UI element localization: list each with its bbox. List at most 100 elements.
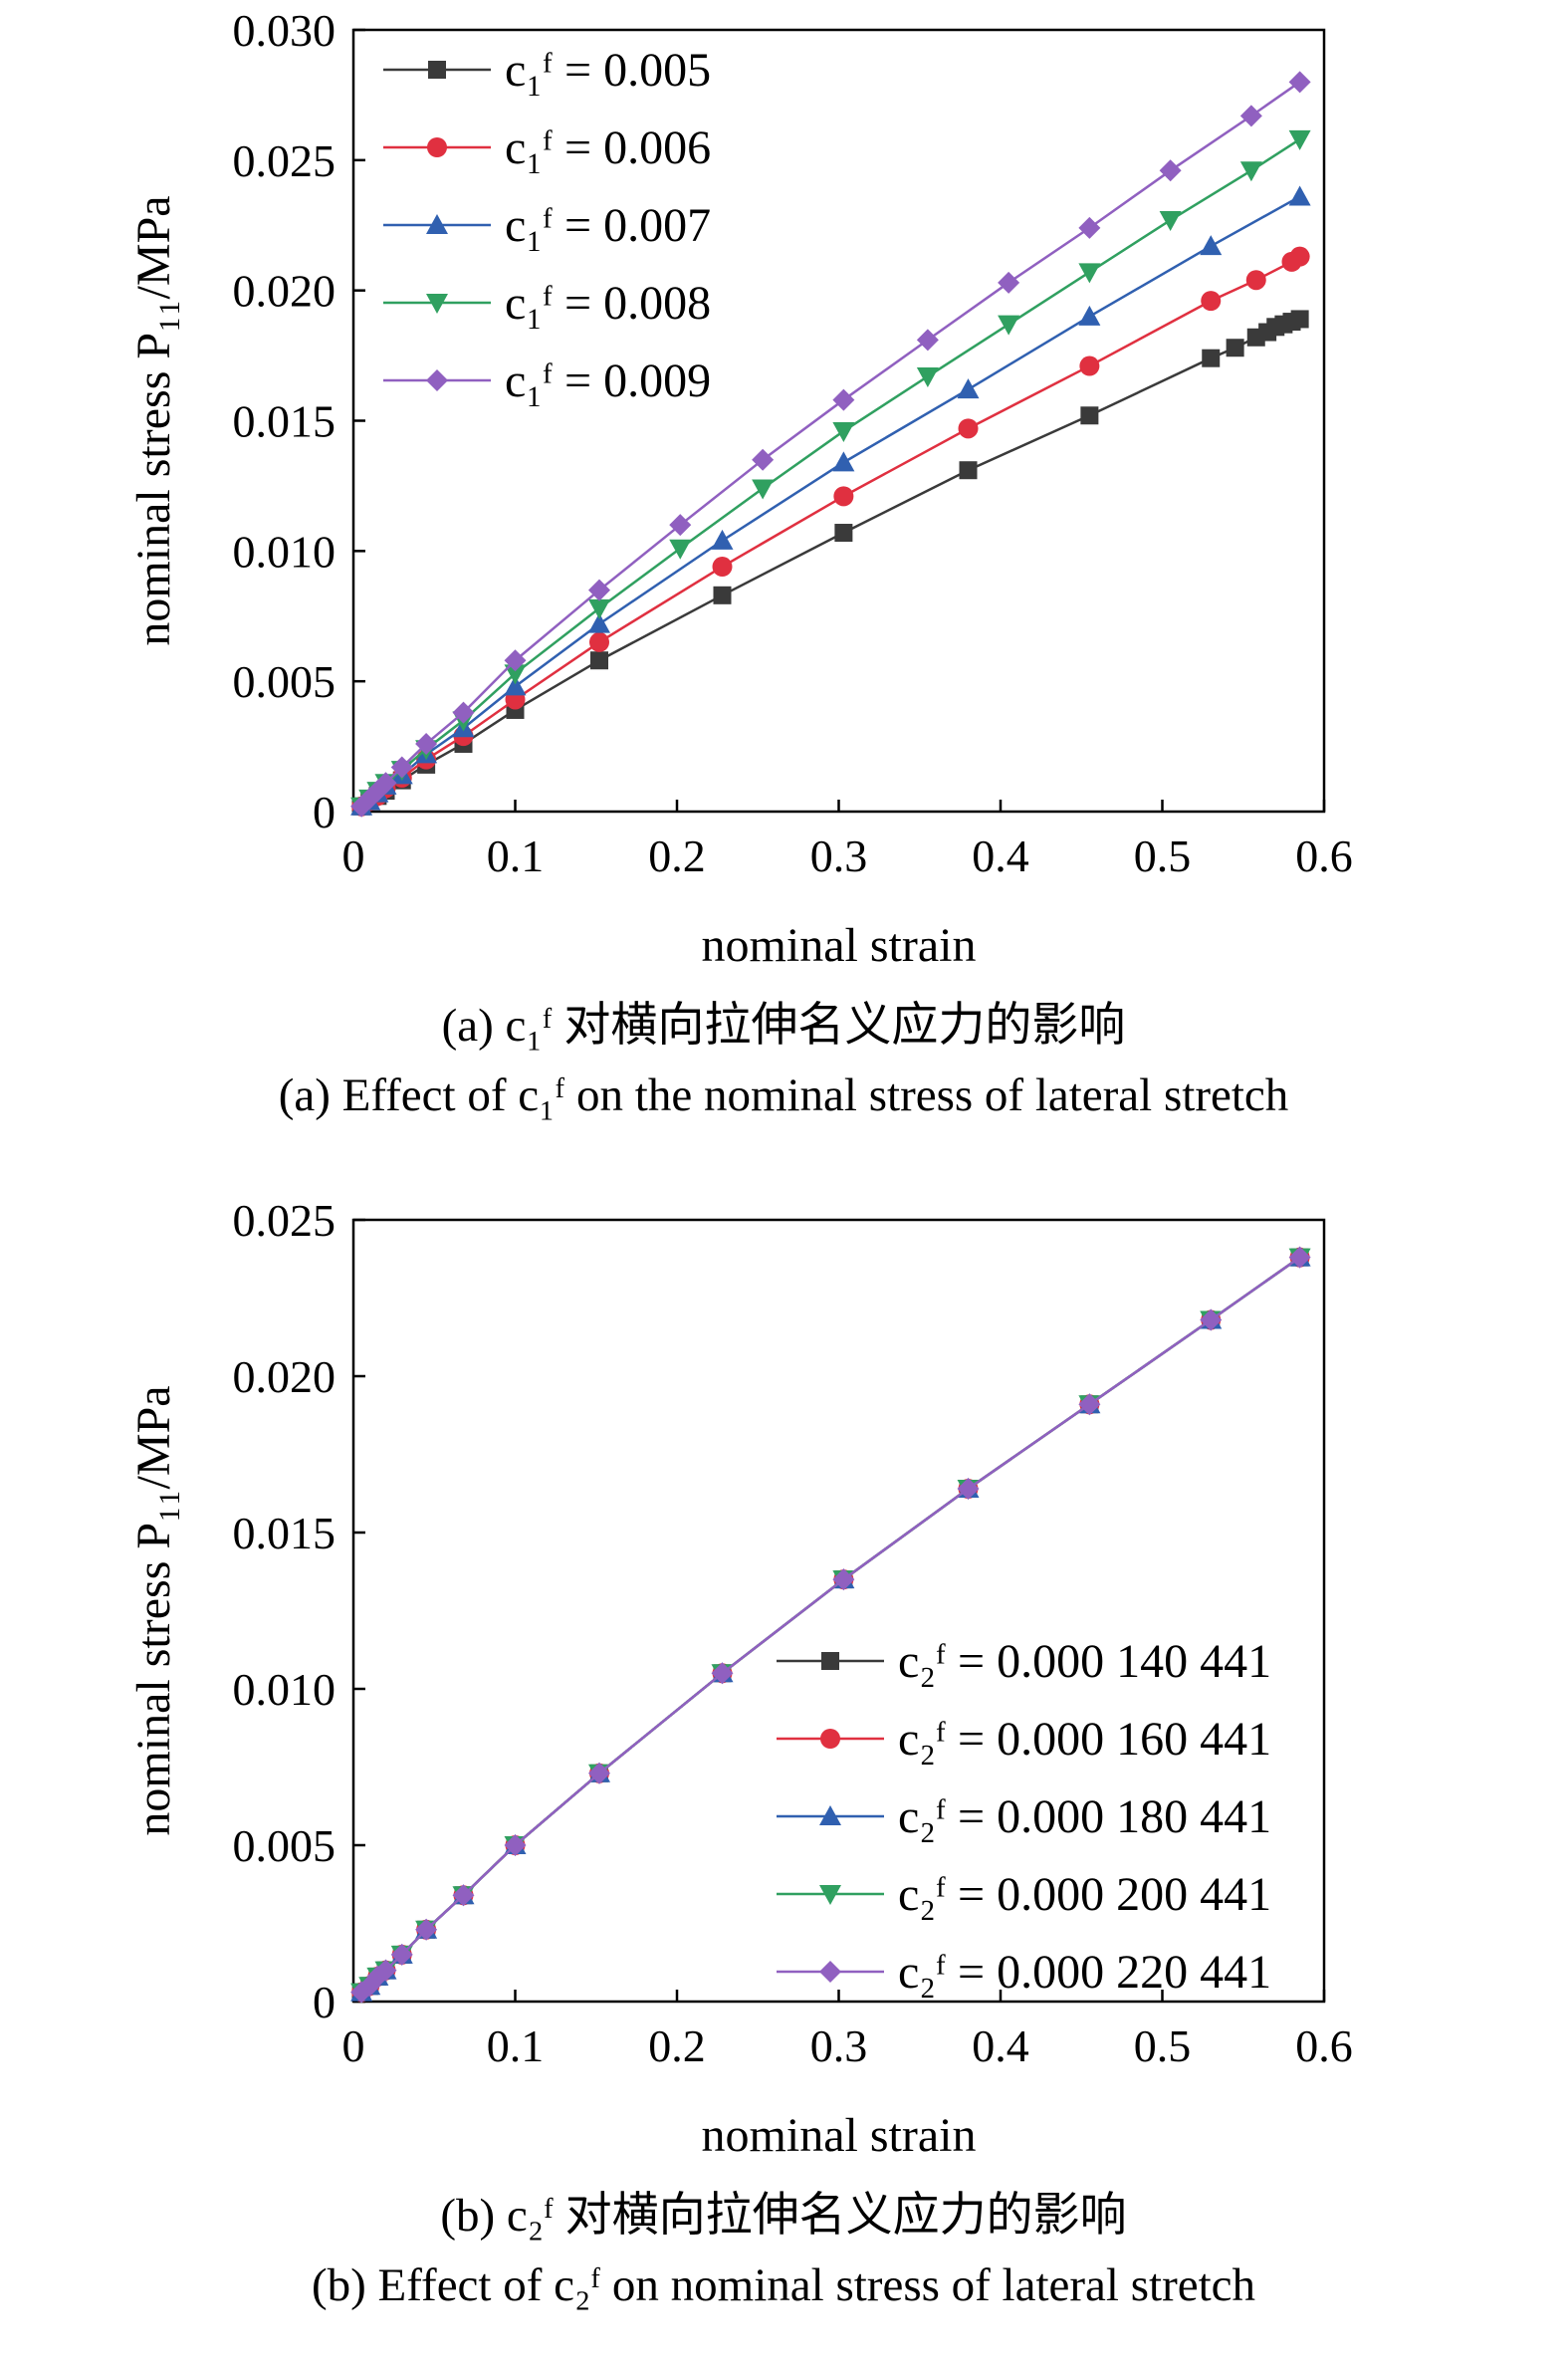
chart-b-series-5 [350, 1246, 1311, 2004]
chart-a-series-5-point [752, 448, 775, 471]
chart-b-legend-marker-3 [819, 1805, 841, 1825]
chart-a-series-4-point [588, 598, 610, 619]
chart-b-x-tick-label: 0.3 [810, 2020, 868, 2071]
chart-b-legend: c₂ᶠ = 0.000 140 441 c₂ᶠ = 0.000 160 441 c₂… [777, 1635, 1271, 1999]
chart-a-series-4-point [1159, 211, 1182, 232]
chart-a-series-4-point [504, 664, 527, 685]
chart-a-series-4-point [1078, 263, 1101, 284]
chart-b-y-axis-title: nominal stress P₁₁/MPa [127, 1385, 180, 1835]
chart-a-series-1-point [959, 461, 978, 480]
chart-a-series-5-point [998, 271, 1020, 294]
chart-a-series-5-point [1159, 159, 1182, 182]
chart-a-series-3-point [1288, 185, 1311, 206]
chart-a-series-5-point [588, 579, 610, 601]
chart-a-series-5-point [452, 701, 475, 724]
chart-a-series-4-point [669, 539, 692, 560]
chart-b-y-tick-label: 0.015 [233, 1508, 336, 1558]
chart-b-x-tick-label: 0.6 [1295, 2020, 1353, 2071]
chart-b-legend-marker-1 [821, 1652, 839, 1670]
chart-b-x-tick-label: 0.4 [972, 2020, 1029, 2071]
chart-b-series-5-point [1288, 1246, 1311, 1269]
chart-b-y-tick-label: 0.010 [233, 1664, 336, 1715]
chart-a-series-4-point [916, 367, 939, 388]
chart-a-series-4-point [752, 479, 775, 500]
chart-a-legend-label-1: c₁ᶠ = 0.005 [505, 44, 711, 97]
chart-b-y-tick-label: 0.020 [233, 1351, 336, 1402]
chart-a-legend-marker-3 [426, 214, 448, 234]
chart-a-series-5-point [916, 329, 939, 352]
chart-b-legend-marker-4 [819, 1885, 841, 1905]
chart-b-legend-marker-5 [819, 1961, 841, 1983]
chart-a-series-5-point [390, 756, 413, 779]
chart-a-legend-marker-1 [428, 61, 446, 79]
chart-a-legend-marker-5 [426, 369, 448, 391]
chart-b-caption-en: (b) Effect of c₂ᶠ on nominal stress of l… [312, 2259, 1255, 2311]
chart-a-series-3-point [711, 529, 734, 550]
chart-b-y-tick-label: 0.025 [233, 1195, 336, 1246]
chart-a-series-3 [350, 185, 1311, 816]
chart-a-series-2-point [833, 486, 854, 507]
chart-a-y-tick-label: 0.030 [233, 5, 336, 56]
chart-b-caption-cn: (b) c₂ᶠ 对横向拉伸名义应力的影响 [440, 2190, 1126, 2242]
chart-a-caption-en: (a) Effect of c₁ᶠ on the nominal stress … [279, 1069, 1289, 1121]
chart-a-y-tick-label: 0.025 [233, 135, 336, 186]
chart-a-series-5-point [1288, 71, 1311, 94]
chart-a-series-2-point [589, 631, 609, 652]
chart-b-series-5-point [415, 1918, 438, 1941]
chart-a-x-tick-label: 0.5 [1134, 830, 1192, 881]
chart-a-series-3-point [1078, 305, 1101, 326]
chart-a-series-4-point [1288, 129, 1311, 150]
chart-b-x-tick-label: 0.1 [487, 2020, 545, 2071]
chart-a-legend-label-5: c₁ᶠ = 0.009 [505, 355, 711, 407]
chart-a-x-axis-title: nominal strain [702, 919, 977, 972]
chart-a-series-2 [351, 246, 1310, 817]
chart-a-series-1 [352, 310, 1309, 816]
chart-b-series-5-point [957, 1478, 980, 1501]
chart-a-series-1-point [590, 651, 608, 670]
chart-a-x-tick-label: 0 [342, 830, 365, 881]
chart-b-series-5-point [832, 1568, 855, 1591]
chart-a-series-3-line [360, 195, 1301, 808]
chart-b-series-5-point [504, 1834, 527, 1856]
chart-b-x-tick-label: 0.2 [648, 2020, 706, 2071]
chart-a-x-tick-label: 0.1 [487, 830, 545, 881]
chart-a-series-4-line [360, 137, 1301, 808]
chart-a: 0 0.1 0.2 0.3 0.4 0.5 0.6 0 0.005 0.010 0.015 0.020… [127, 5, 1353, 1121]
chart-a-legend-marker-2 [427, 137, 447, 157]
chart-a-series-4-point [1239, 161, 1262, 182]
chart-a-series-1-point [1202, 349, 1221, 367]
chart-a-series-5-point [669, 514, 692, 537]
chart-a-series-4-point [998, 315, 1020, 336]
chart-a-legend-label-3: c₁ᶠ = 0.007 [505, 199, 711, 252]
chart-b-series-5-point [1200, 1308, 1223, 1331]
chart-a-x-tick-label: 0.3 [810, 830, 868, 881]
chart-a-series-5-point [832, 388, 855, 411]
chart-a-series-2-point [1201, 291, 1222, 312]
chart-a-x-tick-label: 0.4 [972, 830, 1029, 881]
chart-a-series-1-point [1290, 310, 1309, 329]
chart-b-x-tick-label: 0 [342, 2020, 365, 2071]
chart-a-y-tick-label: 0 [313, 787, 336, 837]
chart-a-y-tick-label: 0.015 [233, 396, 336, 447]
chart-b-legend-label-4: c₂ᶠ = 0.000 200 441 [898, 1868, 1271, 1921]
chart-a-series-1-point [834, 524, 853, 543]
chart-a-series-5-point [374, 772, 397, 795]
chart-a-series-5 [350, 71, 1311, 818]
chart-b-series-5-point [588, 1762, 610, 1784]
chart-b-legend-label-2: c₂ᶠ = 0.000 160 441 [898, 1713, 1271, 1766]
chart-a-series-5-point [1239, 105, 1262, 127]
chart-a-series-5-point [1078, 216, 1101, 239]
chart-a-legend-marker-4 [426, 294, 448, 314]
chart-a-series-3-point [588, 612, 610, 633]
chart-a-plot-frame [351, 28, 1326, 814]
chart-a-series-2-point [712, 557, 733, 578]
chart-a-caption-cn: (a) c₁ᶠ 对横向拉伸名义应力的影响 [442, 1000, 1126, 1052]
chart-b-series-5-point [711, 1662, 734, 1685]
chart-a-series-2-point [1289, 246, 1310, 267]
chart-a-y-axis-title: nominal stress P₁₁/MPa [127, 195, 180, 645]
chart-a-series-2-point [958, 418, 979, 439]
chart-a-series-3-point [504, 675, 527, 696]
chart-a-series-3-point [832, 451, 855, 472]
chart-a-series-2-point [1079, 355, 1100, 376]
chart-b-y-tick-label: 0.005 [233, 1820, 336, 1871]
